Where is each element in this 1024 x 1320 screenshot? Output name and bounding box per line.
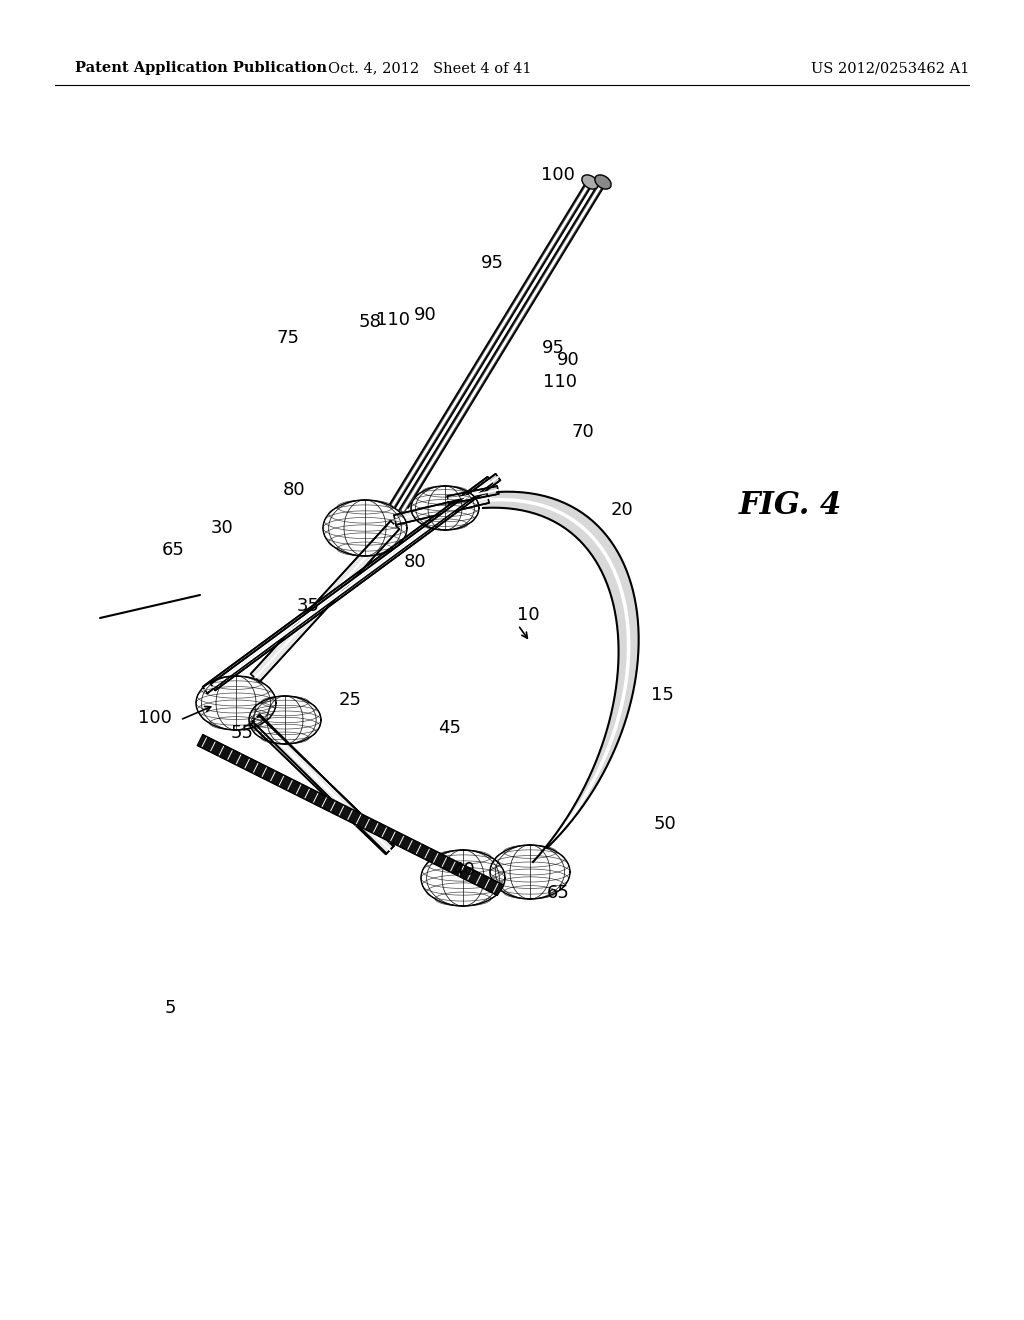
- Text: 90: 90: [414, 306, 436, 323]
- Text: 30: 30: [211, 519, 233, 537]
- Text: 58: 58: [358, 313, 381, 331]
- Polygon shape: [203, 477, 493, 693]
- Text: 65: 65: [162, 541, 184, 558]
- Text: 80: 80: [403, 553, 426, 572]
- Polygon shape: [211, 474, 501, 690]
- Text: 25: 25: [339, 690, 361, 709]
- Text: 110: 110: [376, 312, 410, 329]
- Ellipse shape: [595, 174, 611, 189]
- Polygon shape: [490, 845, 570, 899]
- Polygon shape: [394, 494, 489, 525]
- Text: 95: 95: [542, 339, 564, 356]
- Text: 75: 75: [276, 329, 299, 347]
- Text: US 2012/0253462 A1: US 2012/0253462 A1: [811, 61, 969, 75]
- Ellipse shape: [582, 174, 598, 189]
- Text: 55: 55: [230, 723, 254, 742]
- Text: 70: 70: [571, 422, 594, 441]
- Text: Patent Application Publication: Patent Application Publication: [75, 61, 327, 75]
- Polygon shape: [196, 676, 276, 730]
- Polygon shape: [251, 715, 394, 854]
- Text: 5: 5: [164, 999, 176, 1016]
- Text: 95: 95: [480, 253, 504, 272]
- Polygon shape: [483, 492, 639, 862]
- Polygon shape: [411, 486, 479, 531]
- Polygon shape: [251, 521, 399, 682]
- Text: 10: 10: [517, 606, 540, 624]
- Polygon shape: [249, 696, 321, 744]
- Text: 100: 100: [138, 709, 172, 727]
- Text: 65: 65: [547, 884, 569, 902]
- Text: 15: 15: [650, 686, 674, 704]
- Text: 50: 50: [653, 814, 677, 833]
- Text: 35: 35: [297, 597, 319, 615]
- Polygon shape: [323, 500, 407, 556]
- Text: 90: 90: [557, 351, 580, 370]
- Polygon shape: [198, 735, 503, 895]
- Polygon shape: [253, 714, 393, 854]
- Text: 80: 80: [283, 480, 305, 499]
- Text: 110: 110: [543, 374, 577, 391]
- Polygon shape: [447, 486, 499, 504]
- Text: 100: 100: [541, 166, 574, 183]
- Text: FIG. 4: FIG. 4: [738, 490, 842, 520]
- Text: 40: 40: [452, 861, 474, 879]
- Polygon shape: [421, 850, 505, 906]
- Text: 20: 20: [610, 502, 634, 519]
- Text: Oct. 4, 2012   Sheet 4 of 41: Oct. 4, 2012 Sheet 4 of 41: [329, 61, 531, 75]
- Text: 45: 45: [438, 719, 462, 737]
